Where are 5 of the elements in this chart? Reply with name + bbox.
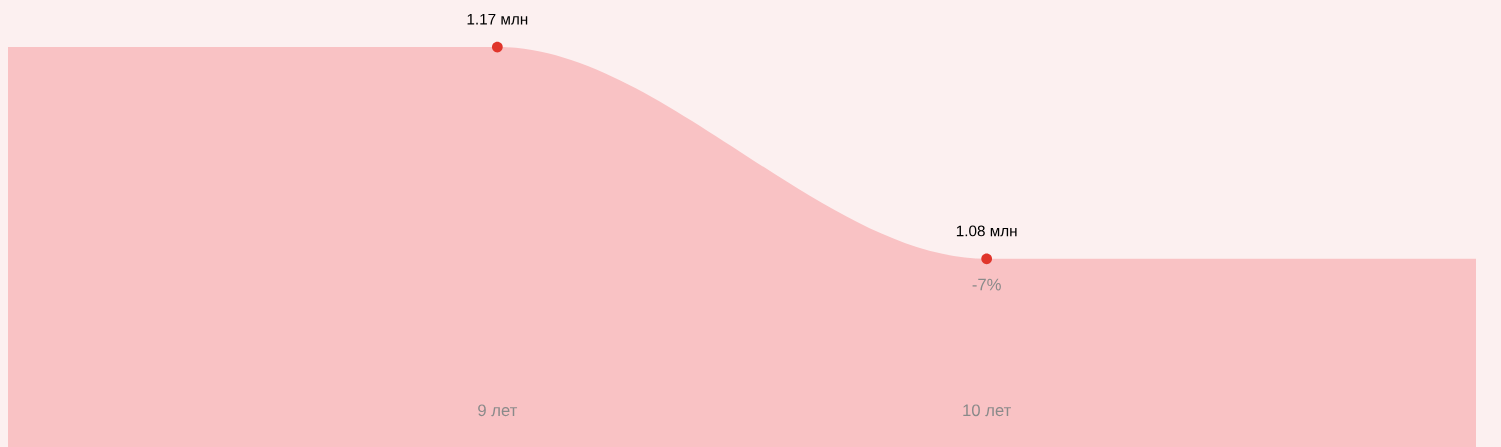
annotation: -7% <box>972 278 1001 291</box>
data-label: 1.17 млн <box>467 13 528 25</box>
data-label: 1.08 млн <box>956 225 1017 237</box>
x-tick-label: 10 лет <box>963 404 1011 417</box>
x-tick-label: 9 лет <box>478 404 518 417</box>
